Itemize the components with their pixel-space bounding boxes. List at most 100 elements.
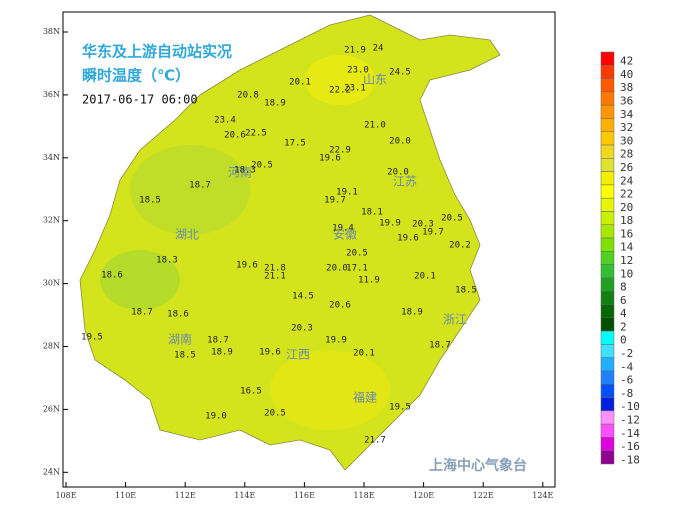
legend-swatch bbox=[600, 65, 615, 79]
legend-label: -10 bbox=[620, 400, 640, 413]
legend-label: -8 bbox=[620, 387, 633, 400]
legend-swatch bbox=[600, 158, 615, 172]
legend-swatch bbox=[600, 104, 615, 119]
lon-label: 120E bbox=[413, 491, 434, 500]
lat-label: 26N bbox=[43, 404, 60, 413]
legend-swatch bbox=[600, 290, 615, 305]
temp-zone bbox=[100, 250, 180, 310]
legend-label: 0 bbox=[620, 334, 627, 347]
legend-label: -18 bbox=[620, 453, 640, 466]
station-value: 18.5 bbox=[174, 351, 196, 361]
station-value: 20.2 bbox=[449, 241, 471, 251]
legend-label: 30 bbox=[620, 134, 633, 147]
station-value: 17.5 bbox=[284, 139, 306, 149]
legend-swatch bbox=[600, 423, 615, 438]
station-value: 19.6 bbox=[236, 261, 258, 271]
station-value: 18.7 bbox=[429, 341, 451, 351]
station-value: 18.7 bbox=[207, 336, 229, 346]
station-value: 22.2 bbox=[329, 86, 351, 96]
station-value: 20.1 bbox=[414, 272, 436, 282]
watermark: 上海中心气象台 bbox=[429, 457, 527, 474]
land bbox=[79, 14, 501, 471]
station-value: 19.9 bbox=[379, 219, 401, 229]
station-value: 22.5 bbox=[245, 129, 267, 139]
legend-swatch bbox=[600, 264, 615, 279]
legend-label: 16 bbox=[620, 227, 633, 240]
temp-zone bbox=[130, 145, 250, 235]
province-label: 湖南 bbox=[168, 332, 192, 347]
lon-label: 118E bbox=[353, 491, 374, 500]
legend-label: 14 bbox=[620, 241, 634, 254]
legend-swatch bbox=[600, 397, 615, 412]
station-value: 18.3 bbox=[156, 256, 178, 266]
province-label: 江苏 bbox=[393, 175, 417, 189]
legend-label: 2 bbox=[620, 320, 627, 333]
legend-swatch bbox=[600, 91, 615, 106]
station-value: 21.1 bbox=[264, 272, 286, 282]
temp-zone bbox=[305, 55, 375, 105]
station-value: 20.5 bbox=[251, 161, 273, 171]
legend-label: 20 bbox=[620, 201, 633, 214]
station-value: 23.4 bbox=[214, 116, 236, 126]
station-value: 20.5 bbox=[346, 249, 368, 259]
title: 华东及上游自动站实况 bbox=[82, 43, 232, 61]
station-value: 19.9 bbox=[325, 336, 347, 346]
lon-label: 110E bbox=[115, 491, 136, 500]
station-value: 18.6 bbox=[167, 310, 189, 320]
legend-swatch bbox=[600, 237, 615, 252]
legend-label: 12 bbox=[620, 254, 633, 267]
legend-swatch bbox=[600, 211, 615, 226]
station-value: 19.6 bbox=[259, 348, 281, 358]
legend-label: 10 bbox=[620, 267, 633, 280]
lat-label: 28N bbox=[43, 342, 60, 351]
station-value: 24.5 bbox=[389, 68, 411, 78]
legend-label: -14 bbox=[620, 427, 640, 440]
legend-label: 24 bbox=[620, 174, 634, 187]
legend-swatch bbox=[600, 184, 615, 199]
lat-label: 24N bbox=[43, 467, 60, 476]
station-value: 21.8 bbox=[264, 264, 286, 274]
station-value: 19.4 bbox=[332, 224, 354, 234]
station-value: 18.1 bbox=[361, 208, 383, 218]
station-value: 18.9 bbox=[211, 348, 233, 358]
legend-label: 8 bbox=[620, 281, 627, 294]
station-value: 14.5 bbox=[292, 292, 314, 302]
station-value: 20.0 bbox=[389, 137, 411, 147]
station-value: 20.0 bbox=[326, 264, 348, 274]
station-value: 22.9 bbox=[329, 146, 351, 156]
legend-swatch bbox=[600, 277, 615, 292]
legend-label: 28 bbox=[620, 148, 633, 161]
lat-label: 36N bbox=[43, 90, 60, 99]
legend-swatch bbox=[600, 410, 615, 425]
station-value: 20.5 bbox=[264, 409, 286, 419]
station-value: 18.9 bbox=[401, 308, 423, 318]
station-value: 20.3 bbox=[412, 220, 434, 230]
station-value: 16.5 bbox=[240, 387, 262, 397]
legend-label: 22 bbox=[620, 188, 633, 201]
station-value: 17.1 bbox=[346, 264, 368, 274]
station-value: 18.7 bbox=[131, 308, 153, 318]
legend-swatch bbox=[600, 131, 615, 146]
legend-label: 26 bbox=[620, 161, 633, 174]
station-value: 20.5 bbox=[441, 214, 463, 224]
station-value: 20.6 bbox=[224, 131, 246, 141]
station-value: 19.6 bbox=[397, 234, 419, 244]
province-label: 浙江 bbox=[443, 313, 467, 327]
station-value: 20.6 bbox=[329, 301, 351, 311]
legend-swatch bbox=[600, 344, 615, 358]
lon-label: 112E bbox=[175, 491, 196, 500]
legend-label: -16 bbox=[620, 440, 640, 453]
station-value: 20.1 bbox=[353, 349, 375, 359]
station-value: 21.0 bbox=[364, 121, 386, 131]
station-value: 20.3 bbox=[291, 324, 313, 334]
lat-label: 32N bbox=[43, 216, 60, 225]
station-value: 19.5 bbox=[81, 333, 103, 343]
legend-label: 38 bbox=[620, 81, 633, 94]
legend-label: 6 bbox=[620, 294, 627, 307]
temp-zone bbox=[270, 350, 390, 430]
station-value: 20.0 bbox=[387, 168, 409, 178]
legend-swatch bbox=[600, 197, 615, 212]
legend-swatch bbox=[600, 118, 615, 132]
station-value: 24 bbox=[373, 44, 384, 54]
station-value: 20.8 bbox=[237, 91, 259, 101]
